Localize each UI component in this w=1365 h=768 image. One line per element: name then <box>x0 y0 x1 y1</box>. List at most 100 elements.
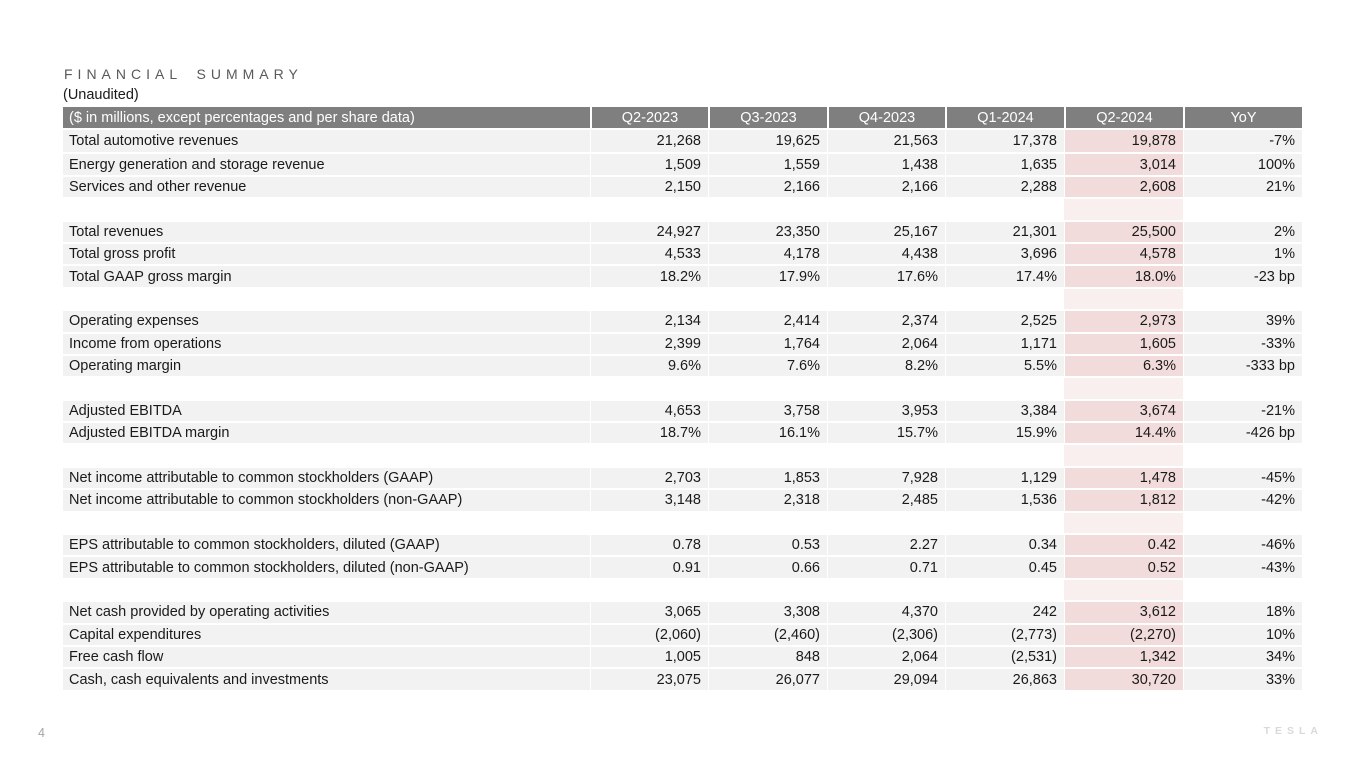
spacer-cell-highlight <box>1064 197 1183 220</box>
spacer-row <box>63 443 1302 466</box>
cell-value: -23 bp <box>1183 264 1302 287</box>
row-label: Adjusted EBITDA <box>63 398 590 422</box>
cell-value: 1,438 <box>827 152 945 175</box>
cell-value: 1,764 <box>708 331 827 354</box>
cell-value: 7,928 <box>827 465 945 489</box>
table-row: Services and other revenue 2,150 2,166 2,16… <box>63 174 1302 198</box>
cell-value: 2,399 <box>590 331 708 354</box>
table-row: Total GAAP gross margin 18.2% 17.9% 17.6% 17… <box>63 264 1302 287</box>
spacer-cell <box>63 286 590 310</box>
cell-value: 23,075 <box>590 667 708 690</box>
cell-value-highlight: 1,478 <box>1064 465 1183 489</box>
spacer-cell-highlight <box>1064 286 1183 310</box>
cell-value: 2,064 <box>827 644 945 668</box>
cell-value: 16.1% <box>708 421 827 444</box>
spacer-row <box>63 286 1302 310</box>
spacer-cell <box>63 197 590 220</box>
column-header-q1-2024: Q1-2024 <box>945 107 1064 130</box>
spacer-cell <box>827 376 945 399</box>
cell-value: 1,509 <box>590 152 708 175</box>
cell-value: -43% <box>1183 555 1302 578</box>
cell-value: 34% <box>1183 644 1302 668</box>
cell-value: 0.45 <box>945 555 1064 578</box>
table-row: Net income attributable to common stockh… <box>63 488 1302 511</box>
financial-summary-table: ($ in millions, except percentages and p… <box>63 107 1302 690</box>
cell-value: 21,301 <box>945 219 1064 242</box>
row-label: Services and other revenue <box>63 174 590 198</box>
cell-value: 848 <box>708 644 827 668</box>
spacer-cell <box>590 443 708 466</box>
spacer-cell <box>63 376 590 399</box>
spacer-cell <box>1183 376 1302 399</box>
cell-value: 25,167 <box>827 219 945 242</box>
column-header-q2-2024: Q2-2024 <box>1064 107 1183 130</box>
cell-value-highlight: 0.52 <box>1064 555 1183 578</box>
spacer-cell <box>945 376 1064 399</box>
cell-value: 2,288 <box>945 174 1064 198</box>
spacer-cell <box>945 577 1064 601</box>
table-row: Adjusted EBITDA margin 18.7% 16.1% 15.7% 15.… <box>63 421 1302 444</box>
spacer-cell-highlight <box>1064 376 1183 399</box>
spacer-cell <box>827 197 945 220</box>
cell-value: 21,563 <box>827 130 945 153</box>
cell-value-highlight: 6.3% <box>1064 353 1183 377</box>
cell-value: 29,094 <box>827 667 945 690</box>
cell-value: 3,758 <box>708 398 827 422</box>
spacer-cell <box>827 510 945 534</box>
cell-value-highlight: 18.0% <box>1064 264 1183 287</box>
cell-value: 9.6% <box>590 353 708 377</box>
spacer-cell <box>945 510 1064 534</box>
cell-value: 15.7% <box>827 421 945 444</box>
table-row: Net cash provided by operating activitie… <box>63 600 1302 623</box>
cell-value: 4,370 <box>827 600 945 623</box>
cell-value-highlight: 2,608 <box>1064 174 1183 198</box>
cell-value: 2,150 <box>590 174 708 198</box>
cell-value-highlight: 1,812 <box>1064 488 1183 511</box>
table-row: Total gross profit 4,533 4,178 4,438 3,696 4,… <box>63 241 1302 265</box>
spacer-cell-highlight <box>1064 443 1183 466</box>
table-row: Free cash flow 1,005 848 2,064 (2,531) 1,342 3… <box>63 644 1302 668</box>
cell-value-highlight: 25,500 <box>1064 219 1183 242</box>
cell-value: 18.7% <box>590 421 708 444</box>
cell-value: 17.6% <box>827 264 945 287</box>
cell-value: 1,171 <box>945 331 1064 354</box>
cell-value: 242 <box>945 600 1064 623</box>
cell-value: 2,318 <box>708 488 827 511</box>
cell-value: 10% <box>1183 622 1302 645</box>
spacer-row <box>63 376 1302 399</box>
spacer-cell <box>1183 510 1302 534</box>
cell-value: 26,863 <box>945 667 1064 690</box>
cell-value: 1,129 <box>945 465 1064 489</box>
spacer-cell <box>708 577 827 601</box>
column-header-yoy: YoY <box>1183 107 1302 130</box>
table-row: EPS attributable to common stockholders,… <box>63 555 1302 578</box>
cell-value: 0.71 <box>827 555 945 578</box>
spacer-cell <box>827 577 945 601</box>
spacer-cell <box>590 577 708 601</box>
spacer-cell <box>708 286 827 310</box>
row-label: EPS attributable to common stockholders,… <box>63 555 590 578</box>
column-header-q2-2023: Q2-2023 <box>590 107 708 130</box>
row-label: Total GAAP gross margin <box>63 264 590 287</box>
row-label: Total revenues <box>63 219 590 242</box>
spacer-cell <box>827 443 945 466</box>
row-label: Free cash flow <box>63 644 590 668</box>
cell-value: -33% <box>1183 331 1302 354</box>
cell-value: (2,460) <box>708 622 827 645</box>
cell-value: 2,166 <box>708 174 827 198</box>
cell-value-highlight: 3,674 <box>1064 398 1183 422</box>
spacer-cell <box>590 376 708 399</box>
cell-value: 4,533 <box>590 241 708 265</box>
cell-value: 21% <box>1183 174 1302 198</box>
table-row: Income from operations 2,399 1,764 2,064 1,1… <box>63 331 1302 354</box>
cell-value: 0.34 <box>945 533 1064 556</box>
cell-value: -21% <box>1183 398 1302 422</box>
table-row: Operating margin 9.6% 7.6% 8.2% 5.5% 6.3% -333… <box>63 353 1302 377</box>
spacer-cell <box>708 197 827 220</box>
spacer-cell <box>708 510 827 534</box>
cell-value: 1,559 <box>708 152 827 175</box>
spacer-cell <box>63 577 590 601</box>
spacer-cell <box>945 443 1064 466</box>
cell-value: 2,414 <box>708 309 827 332</box>
spacer-cell <box>945 286 1064 310</box>
